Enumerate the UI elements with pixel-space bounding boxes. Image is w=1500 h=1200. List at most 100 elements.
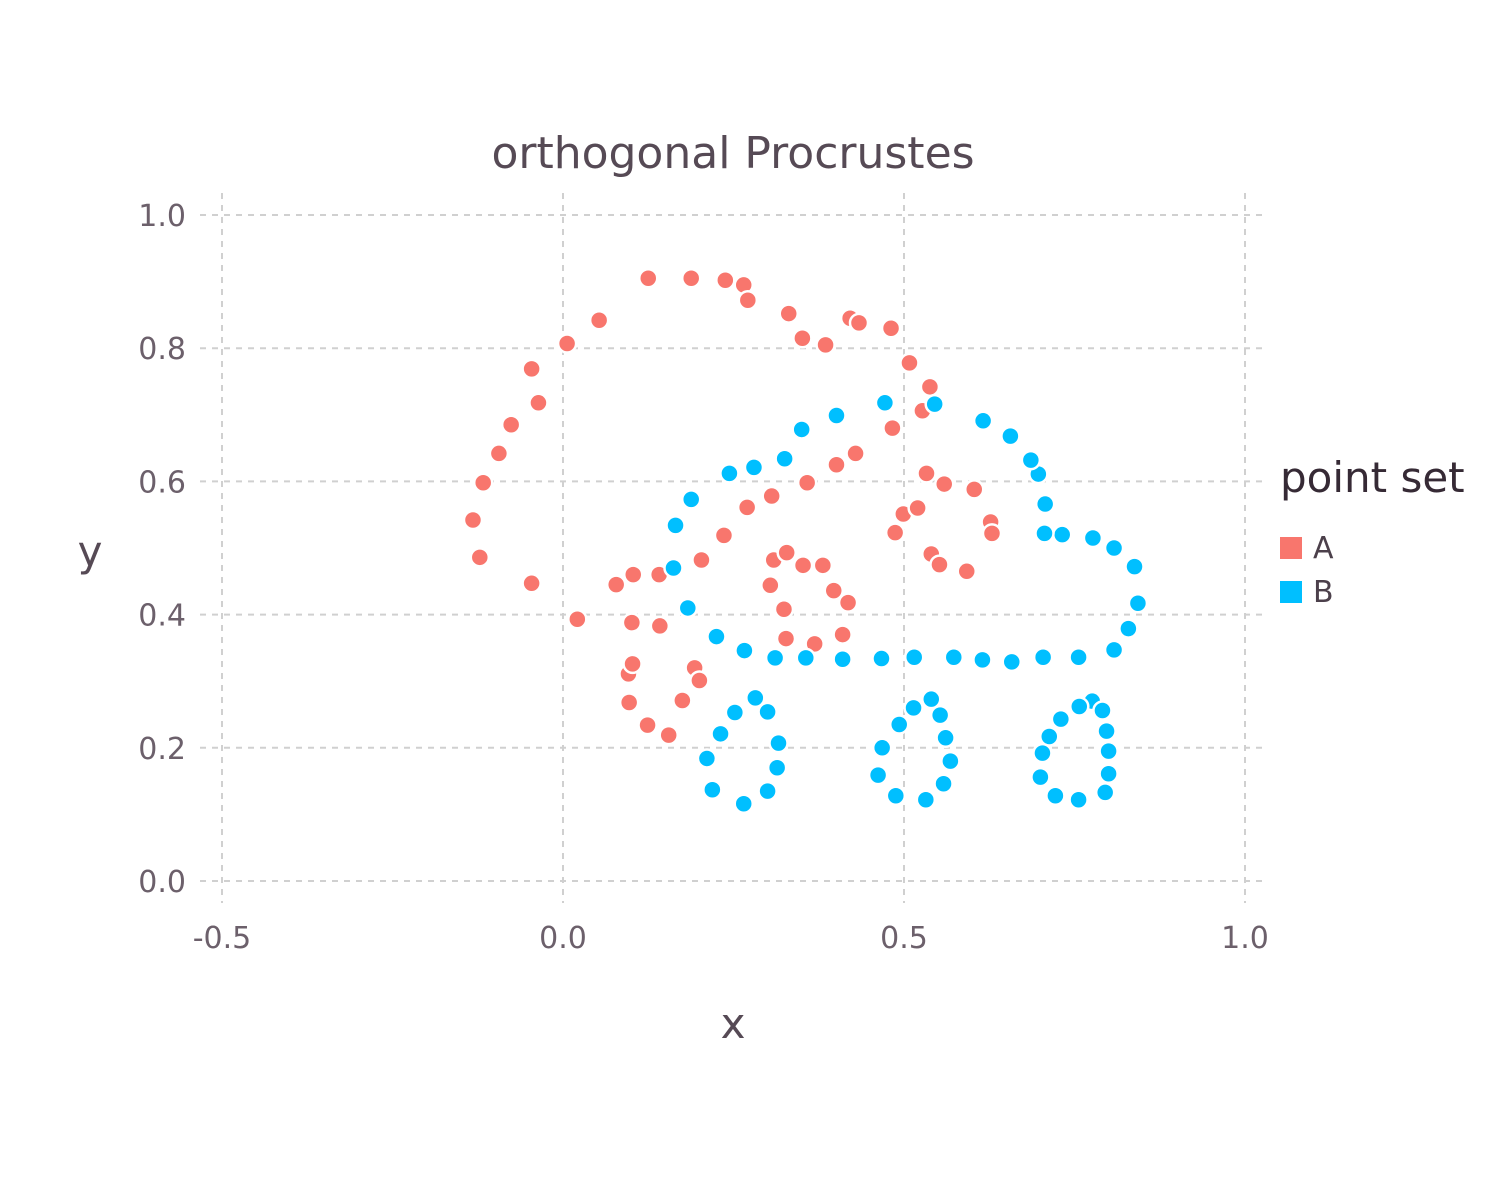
point-a <box>919 376 941 398</box>
point-a <box>963 479 985 500</box>
point-a <box>605 574 627 595</box>
point-a <box>832 624 853 645</box>
point-b <box>766 757 788 779</box>
point-a <box>528 392 549 414</box>
point-a <box>622 564 644 585</box>
legend-items: AB <box>1280 531 1334 610</box>
point-a <box>907 497 928 519</box>
point-a <box>880 317 902 339</box>
point-b <box>1118 618 1139 639</box>
point-a <box>621 612 643 633</box>
point-a <box>792 327 813 349</box>
y-tick-label: 1.0 <box>138 199 186 234</box>
legend-title: point set <box>1280 453 1465 502</box>
point-a <box>500 414 522 436</box>
point-a <box>637 714 658 736</box>
point-a <box>689 670 710 691</box>
y-tick-label: 0.2 <box>138 732 186 767</box>
point-b <box>734 640 755 661</box>
point-b <box>972 410 994 432</box>
point-a <box>649 615 671 637</box>
point-b <box>719 463 740 484</box>
point-a <box>469 547 491 568</box>
point-a <box>761 485 782 507</box>
point-a <box>715 270 736 291</box>
point-b <box>745 687 766 709</box>
point-b <box>733 793 754 814</box>
point-a <box>899 352 920 374</box>
point-b <box>871 737 893 759</box>
legend: point set AB <box>1280 453 1465 610</box>
point-b <box>885 785 907 807</box>
point-a <box>796 472 818 493</box>
point-a <box>776 542 797 563</box>
y-axis-label: y <box>78 527 103 576</box>
point-a <box>691 549 712 571</box>
point-b <box>1045 785 1066 807</box>
x-tick-label: 1.0 <box>1221 921 1269 956</box>
y-tick-label: 0.6 <box>138 465 186 500</box>
point-a <box>472 472 494 493</box>
point-b <box>757 701 778 723</box>
point-b <box>1127 593 1149 614</box>
chart-title: orthogonal Procrustes <box>491 128 974 179</box>
point-b <box>706 626 727 647</box>
point-b <box>1094 782 1116 803</box>
point-b <box>933 773 954 795</box>
point-b <box>903 697 924 719</box>
point-b <box>1068 646 1089 668</box>
point-a <box>680 268 702 289</box>
point-b <box>826 405 847 426</box>
point-a <box>884 522 906 543</box>
point-b <box>663 557 684 579</box>
point-a <box>956 561 977 582</box>
point-b <box>724 702 746 723</box>
legend-label-b: B <box>1313 575 1334 610</box>
point-b <box>757 780 778 802</box>
legend-key-a <box>1280 537 1302 559</box>
point-b <box>1082 527 1104 549</box>
point-b <box>680 489 702 510</box>
point-a <box>933 473 955 495</box>
point-a <box>556 333 578 354</box>
point-b <box>871 648 892 669</box>
point-b <box>929 704 951 726</box>
point-b <box>972 649 993 671</box>
point-a <box>916 463 937 484</box>
point-b <box>702 779 723 801</box>
point-b <box>921 688 942 710</box>
point-a <box>658 724 679 746</box>
point-a <box>778 303 799 324</box>
legend-label-a: A <box>1313 531 1334 566</box>
point-b <box>795 647 817 669</box>
point-b <box>1092 700 1113 721</box>
point-b <box>874 392 896 414</box>
point-b <box>774 448 795 470</box>
point-a <box>618 692 640 713</box>
point-a <box>823 580 845 601</box>
point-a <box>521 358 542 380</box>
point-b <box>1103 639 1125 661</box>
point-a <box>760 575 781 596</box>
point-a <box>981 523 1003 544</box>
point-a <box>737 289 759 311</box>
legend-key-b <box>1280 581 1302 603</box>
point-b <box>665 515 686 536</box>
point-b <box>1034 493 1056 515</box>
point-a <box>672 690 693 711</box>
x-tick-label: -0.5 <box>193 921 252 956</box>
point-b <box>1098 740 1119 762</box>
point-a <box>638 268 659 289</box>
point-b <box>1000 425 1021 447</box>
point-a <box>775 628 797 649</box>
point-a <box>845 443 866 464</box>
tick-labels: -0.5 0.0 0.5 1.00.00.20.40.60.81.0 <box>138 199 1269 956</box>
y-tick-label: 0.4 <box>138 599 186 634</box>
point-a <box>521 573 542 594</box>
point-b <box>940 750 961 772</box>
point-b <box>924 393 945 415</box>
point-a <box>848 312 870 334</box>
point-b <box>1032 742 1053 764</box>
point-b <box>1039 726 1060 747</box>
